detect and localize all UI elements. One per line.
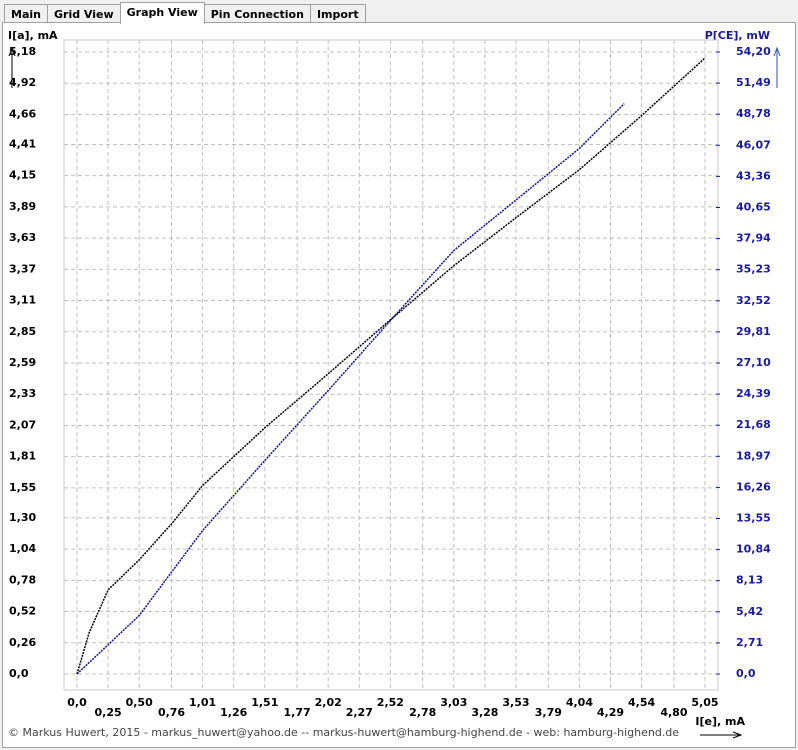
y2-tick-label: 51,49 xyxy=(736,76,771,89)
tab-bar: Main Grid View Graph View Pin Connection… xyxy=(4,2,366,24)
x-tick-label: 3,28 xyxy=(471,706,498,719)
y-tick-label: 2,85 xyxy=(9,325,36,338)
y-tick-label: 1,30 xyxy=(9,511,36,524)
footer: © Markus Huwert, 2015 - markus_huwert@ya… xyxy=(8,726,679,739)
x-tick-label: 0,0 xyxy=(67,696,87,709)
x-tick-label: 0,25 xyxy=(95,706,122,719)
y2-tick-label: 5,42 xyxy=(736,605,763,618)
y2-tick-label: 27,10 xyxy=(736,356,771,369)
y-axis-title: I[a], mA xyxy=(8,29,58,42)
x-tick-label: 4,54 xyxy=(628,696,655,709)
graph-panel xyxy=(2,22,796,748)
x-tick-label: 4,04 xyxy=(566,696,593,709)
y2-tick-label: 8,13 xyxy=(736,574,763,587)
y-tick-label: 3,63 xyxy=(9,231,36,244)
data-line xyxy=(76,57,706,675)
plot-frame xyxy=(63,39,719,691)
tab[interactable]: Pin Connection xyxy=(203,4,311,23)
x-tick-label: 3,53 xyxy=(502,696,529,709)
axis-arrow-head xyxy=(8,46,16,57)
x-tick-label: 1,01 xyxy=(189,696,216,709)
y2-tick-label: 32,52 xyxy=(736,294,771,307)
x-tick-label: 0,50 xyxy=(126,696,153,709)
y2-tick-label: 10,84 xyxy=(736,543,771,556)
x-tick-label: 2,27 xyxy=(346,706,373,719)
y2-tick-label: 37,94 xyxy=(736,232,771,245)
x-tick-label: 0,76 xyxy=(158,706,185,719)
y-tick-label: 0,78 xyxy=(9,573,36,586)
x-tick-label: 2,78 xyxy=(409,706,436,719)
x-tick-label: 5,05 xyxy=(691,696,718,709)
y-tick-label: 2,33 xyxy=(9,387,36,400)
y-tick-label: 4,15 xyxy=(9,169,36,182)
x-tick-label: 3,03 xyxy=(440,696,467,709)
y2-tick-label: 35,23 xyxy=(736,263,771,276)
y2-tick-label: 2,71 xyxy=(736,636,763,649)
x-tick-label: 1,26 xyxy=(220,706,247,719)
y-tick-label: 1,55 xyxy=(9,481,36,494)
y-tick-label: 2,59 xyxy=(9,356,36,369)
tab[interactable]: Graph View xyxy=(119,2,205,24)
x-tick-label: 1,77 xyxy=(284,706,311,719)
tab[interactable]: Grid View xyxy=(46,4,121,23)
y-tick-label: 0,0 xyxy=(9,667,29,680)
y2-tick-label: 13,55 xyxy=(736,512,771,525)
y-tick-label: 2,07 xyxy=(9,418,36,431)
tab[interactable]: Import xyxy=(309,4,366,23)
data-line xyxy=(76,103,625,675)
axis-arrow-head xyxy=(773,46,781,57)
y2-tick-label: 40,65 xyxy=(736,201,771,214)
y-tick-label: 3,37 xyxy=(9,262,36,275)
y-tick-label: 0,52 xyxy=(9,605,36,618)
x-tick-label: 3,79 xyxy=(535,706,562,719)
y-tick-label: 3,89 xyxy=(9,200,36,213)
y2-tick-label: 48,78 xyxy=(736,107,771,120)
y-tick-label: 1,04 xyxy=(9,542,36,555)
y-tick-label: 1,81 xyxy=(9,450,36,463)
y2-tick-label: 43,36 xyxy=(736,169,771,182)
x-tick-label: 1,51 xyxy=(251,696,278,709)
y2-axis-title: P[CE], mW xyxy=(705,29,770,42)
y2-tick-label: 54,20 xyxy=(736,45,771,58)
y-tick-label: 5,18 xyxy=(9,45,36,58)
y-tick-label: 4,66 xyxy=(9,107,36,120)
x-tick-label: 2,02 xyxy=(315,696,342,709)
y2-tick-label: 46,07 xyxy=(736,138,771,151)
x-tick-label: 4,80 xyxy=(660,706,687,719)
x-tick-label: 2,52 xyxy=(377,696,404,709)
y2-tick-label: 16,26 xyxy=(736,480,771,493)
y-tick-label: 0,26 xyxy=(9,636,36,649)
y-tick-label: 3,11 xyxy=(9,294,36,307)
x-axis-title: I[e], mA xyxy=(695,715,745,728)
y2-tick-label: 21,68 xyxy=(736,418,771,431)
y2-tick-label: 29,81 xyxy=(736,325,771,338)
y2-tick-label: 18,97 xyxy=(736,449,771,462)
y2-tick-label: 0,0 xyxy=(736,667,756,680)
x-tick-label: 4,29 xyxy=(597,706,624,719)
axis-arrow-head xyxy=(732,731,743,739)
y-tick-label: 4,92 xyxy=(9,76,36,89)
y2-tick-label: 24,39 xyxy=(736,387,771,400)
y-tick-label: 4,41 xyxy=(9,137,36,150)
